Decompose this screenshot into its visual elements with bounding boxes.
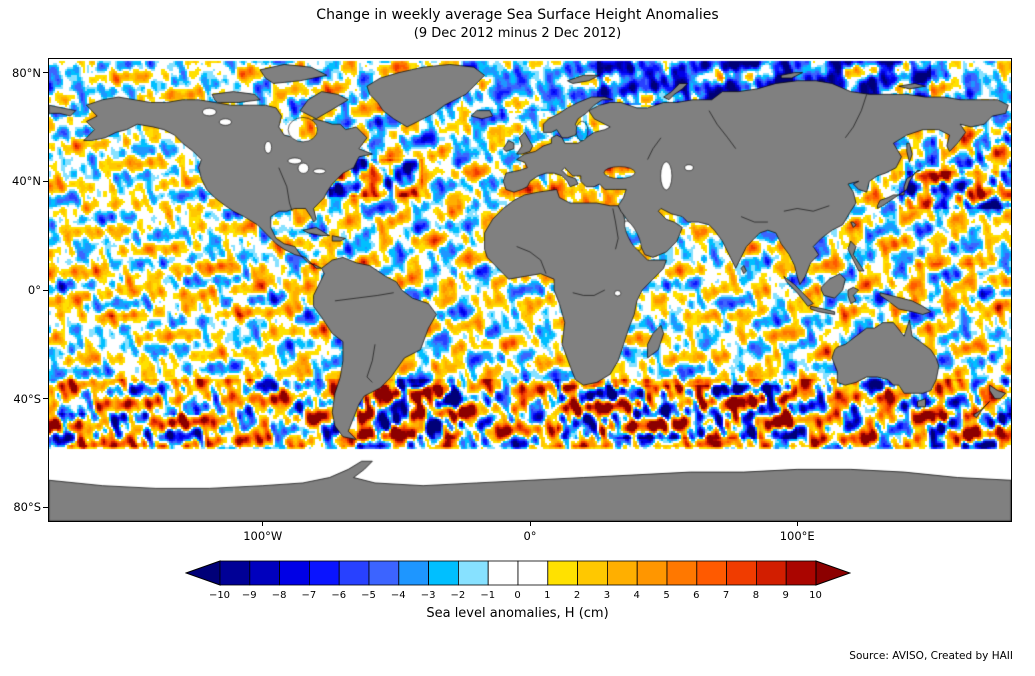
- colorbar-segment: [278, 560, 310, 586]
- colorbar-tick-label: 10: [809, 590, 822, 601]
- colorbar-tick-label: −10: [208, 590, 231, 601]
- colorbar-tick-label: −4: [390, 590, 406, 601]
- colorbar-tick-label: 0: [514, 590, 521, 601]
- colorbar-segment: [219, 560, 250, 586]
- colorbar-segment: [308, 560, 340, 586]
- colorbar-segment: [517, 560, 548, 586]
- colorbar-segment: [666, 560, 697, 586]
- colorbar-right-arrow: [815, 560, 851, 586]
- colorbar-segment: [785, 560, 816, 586]
- colorbar-tick-label: 6: [693, 590, 700, 601]
- y-axis-tick-label: 80°N: [12, 65, 41, 80]
- colorbar-segment: [248, 560, 280, 586]
- colorbar-gradient: [184, 560, 851, 586]
- x-axis-tick-mark: [529, 521, 531, 526]
- colorbar-tick-label: −1: [480, 590, 496, 601]
- colorbar-tick-label: −6: [331, 590, 347, 601]
- colorbar-segment: [338, 560, 369, 586]
- colorbar-tick-label: 8: [752, 590, 760, 601]
- colorbar-segment: [576, 560, 608, 586]
- y-axis-tick-mark: [43, 72, 48, 74]
- colorbar-segment: [606, 560, 638, 586]
- y-axis-tick-label: 40°S: [13, 391, 41, 406]
- y-axis-tick-label: 80°S: [13, 500, 41, 515]
- y-axis-tick-mark: [43, 506, 48, 508]
- chart-title: Change in weekly average Sea Surface Hei…: [316, 7, 719, 23]
- colorbar-segment: [725, 560, 757, 586]
- chart-subtitle: (9 Dec 2012 minus 2 Dec 2012): [413, 26, 622, 41]
- colorbar-tick-label: −7: [301, 590, 317, 601]
- colorbar: −10 −9 −8 −7 −6 −5 −4 −3 −2 −1 0 1 2 3 4 5 6 7 8 9 10 Sea le…: [184, 560, 851, 632]
- colorbar-segment: [397, 560, 429, 586]
- colorbar-tick-label: −2: [450, 590, 466, 601]
- colorbar-tick-label: 2: [573, 590, 581, 601]
- y-axis-tick-mark: [43, 289, 48, 291]
- colorbar-tick-label: −3: [420, 590, 436, 601]
- x-axis-tick-label: 0°: [523, 529, 537, 543]
- x-axis-tick-label: 100°E: [779, 529, 815, 543]
- colorbar-segment: [755, 560, 787, 586]
- colorbar-tick-label: 4: [633, 590, 640, 601]
- colorbar-tick-label: 7: [722, 590, 730, 601]
- y-axis-tick-label: 0°: [27, 283, 41, 297]
- colorbar-segment: [457, 560, 489, 586]
- x-axis-tick-mark: [796, 521, 798, 526]
- x-axis-tick-label: 100°W: [243, 529, 283, 543]
- colorbar-label: Sea level anomalies, H (cm): [426, 606, 609, 621]
- colorbar-segment: [695, 560, 727, 586]
- source-credit: Source: AVISO, Created by HAII: [849, 650, 1013, 662]
- y-axis-tick-label: 40°N: [12, 174, 41, 189]
- colorbar-tick-label: −5: [361, 590, 376, 601]
- colorbar-segment: [487, 560, 518, 586]
- colorbar-segment: [427, 560, 459, 586]
- y-axis-tick-mark: [43, 398, 48, 400]
- colorbar-segment: [636, 560, 667, 586]
- colorbar-left-arrow: [184, 560, 220, 586]
- ssh-anomaly-heatmap: [49, 59, 1011, 521]
- colorbar-tick-label: 5: [663, 590, 670, 601]
- y-axis-tick-mark: [43, 180, 48, 182]
- colorbar-tick-label: 1: [544, 590, 551, 601]
- colorbar-segment: [368, 560, 399, 586]
- colorbar-tick-label: 9: [782, 590, 789, 601]
- colorbar-tick-label: −9: [241, 590, 257, 601]
- colorbar-segment: [546, 560, 578, 586]
- colorbar-tick-label: 3: [603, 590, 611, 601]
- colorbar-tick-label: −8: [271, 590, 287, 601]
- map-plot-area: 80°N 40°N 0° 40°S 80°S 100°W 0° 100°E: [12, 58, 1012, 543]
- x-axis-tick-mark: [262, 521, 264, 526]
